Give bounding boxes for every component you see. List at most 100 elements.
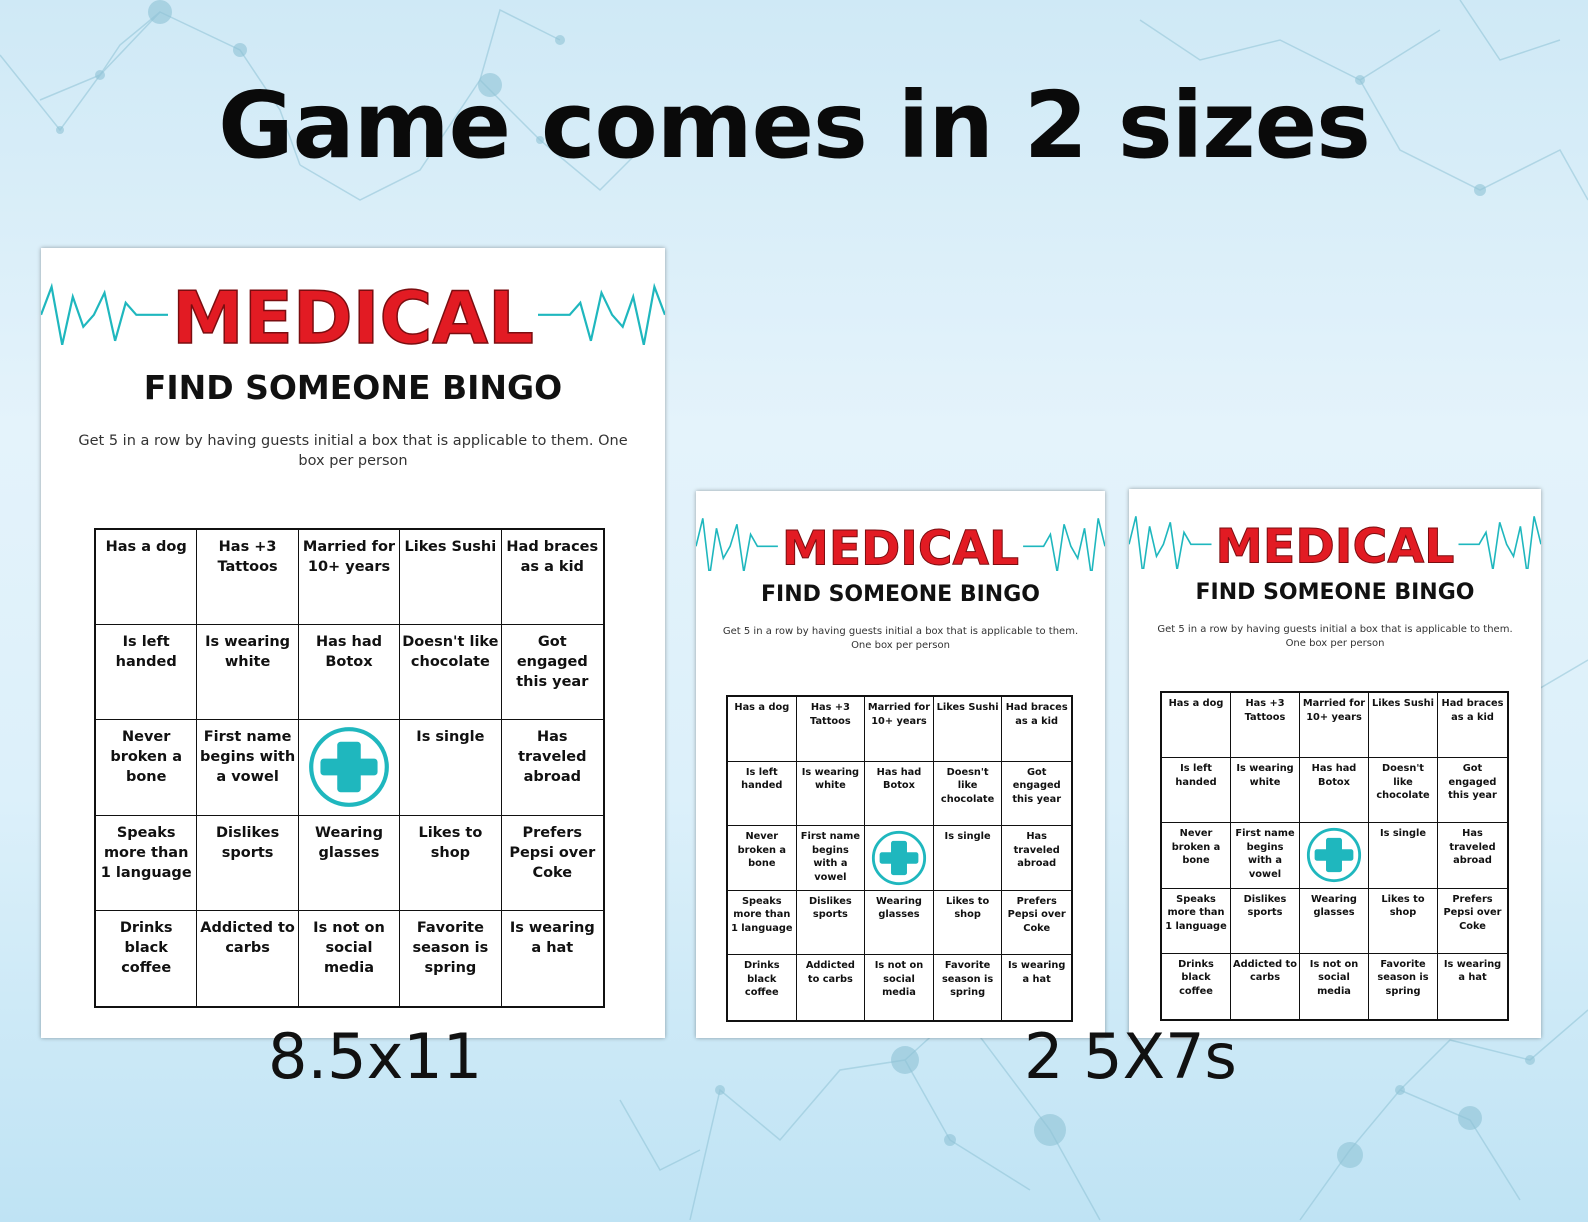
bingo-cell: Speaks more than 1 language	[728, 890, 797, 956]
bingo-cell: Has a dog	[728, 697, 797, 762]
bingo-cell: Dislikes sports	[197, 815, 299, 911]
size-label-small: 2 5X7s	[1024, 1020, 1237, 1093]
heartbeat-line-left	[696, 518, 778, 571]
bingo-cell: Likes to shop	[933, 890, 1003, 956]
bingo-cell: Married for 10+ years	[865, 697, 934, 762]
card-header: MEDICAL	[1129, 514, 1541, 569]
bingo-cell: Has had Botox	[298, 625, 401, 721]
card-instructions: Get 5 in a row by having guests initial …	[78, 433, 628, 469]
bingo-cell: Drinks black coffee	[96, 910, 198, 1006]
bingo-cell: Has had Botox	[865, 761, 934, 827]
headline: Game comes in 2 sizes	[218, 72, 1371, 179]
bingo-cell: Is wearing white	[796, 761, 866, 827]
bingo-cell: Is wearing a hat	[509, 919, 595, 956]
bingo-cell: Addicted to carbs	[1231, 953, 1300, 1019]
bingo-cell: Has traveled abroad	[501, 720, 603, 816]
bingo-cell: Married for 10+ years	[1300, 693, 1369, 759]
bingo-cell: Is not on social media	[1300, 953, 1369, 1019]
bingo-cell: Likes Sushi	[933, 697, 1003, 762]
bingo-cell: Wearing glasses	[298, 815, 401, 911]
bingo-cell: Drinks black coffee	[1162, 953, 1231, 1019]
medical-cross-icon	[309, 727, 389, 808]
card-subtitle: FIND SOMEONE BINGO	[1195, 580, 1475, 605]
medical-cross-icon	[1306, 828, 1362, 883]
card-header: MEDICAL	[41, 268, 665, 353]
heartbeat-line-left	[1129, 516, 1212, 569]
card-title: MEDICAL	[1216, 519, 1455, 569]
bingo-cell: Married for 10+ years	[298, 530, 401, 626]
bingo-cell: Likes Sushi	[400, 530, 502, 626]
bingo-cell: Has +3 Tattoos	[1231, 693, 1300, 759]
bingo-cell: First name begins with a vowel	[197, 720, 299, 816]
bingo-cell: Wearing glasses	[865, 890, 934, 956]
bingo-cell: Dislikes sports	[796, 890, 866, 956]
size-label-large: 8.5x11	[268, 1020, 483, 1093]
bingo-cell: First name begins with a vowel	[796, 826, 866, 891]
bingo-cell: Is left handed	[1162, 758, 1231, 824]
bingo-cell: Is wearing a hat	[1443, 958, 1502, 984]
bingo-cell: Had braces as a kid	[501, 530, 603, 626]
bingo-cell: Never broken a bone	[1162, 823, 1231, 889]
bingo-card-small-1: MEDICAL FIND SOMEONE BINGO Get 5 in a row …	[696, 491, 1105, 1038]
bingo-cell: Is wearing white	[1231, 758, 1300, 824]
bingo-cell: Has +3 Tattoos	[796, 697, 866, 762]
card-subtitle: FIND SOMEONE BINGO	[143, 368, 563, 407]
bingo-cell: Has traveled abroad	[1438, 823, 1507, 889]
bingo-cell: Doesn't like chocolate	[933, 761, 1003, 827]
bingo-grid: Has a dog Has +3 Tattoos Married for 10+ y…	[94, 528, 605, 1008]
bingo-cell: Is left handed	[96, 625, 198, 721]
heartbeat-line-right	[1023, 518, 1105, 571]
card-subtitle: FIND SOMEONE BINGO	[761, 582, 1040, 607]
bingo-grid: Has a dog Has +3 Tattoos Married for 10+ y…	[1160, 691, 1509, 1021]
bingo-cell: Favorite season is spring	[934, 955, 1003, 1020]
bingo-grid: Has a dog Has +3 Tattoos Married for 10+ y…	[726, 695, 1073, 1022]
heartbeat-line-right	[1458, 516, 1541, 569]
bingo-cell: Has +3 Tattoos	[197, 530, 299, 626]
bingo-cell: Doesn't like chocolate	[1369, 758, 1438, 824]
bingo-cell: Has a dog	[1162, 693, 1231, 759]
card-instructions: Get 5 in a row by having guests initial …	[722, 626, 1079, 651]
bingo-cell: Is not on social media	[865, 955, 934, 1020]
bingo-cell: Is single	[1369, 823, 1438, 889]
bingo-card-small-2: MEDICAL FIND SOMEONE BINGO Get 5 in a row …	[1129, 489, 1541, 1038]
bingo-cell: Got engaged this year	[501, 625, 603, 721]
bingo-cell: Never broken a bone	[96, 720, 198, 816]
bingo-cell: Got engaged this year	[1438, 758, 1507, 824]
card-header: MEDICAL	[696, 516, 1105, 571]
medical-cross-icon	[871, 830, 927, 886]
bingo-cell: Had braces as a kid	[1002, 697, 1071, 762]
bingo-cell: First name begins with a vowel	[1231, 823, 1300, 889]
card-instructions: Get 5 in a row by having guests initial …	[1157, 624, 1513, 649]
bingo-card-large: MEDICAL FIND SOMEONE BINGO Get 5 in a row …	[41, 248, 665, 1038]
bingo-free-space	[1300, 823, 1369, 889]
bingo-cell: Never broken a bone	[728, 826, 797, 891]
bingo-cell: Favorite season is spring	[1369, 953, 1438, 1019]
bingo-cell: Speaks more than 1 language	[96, 815, 198, 911]
bingo-cell: Prefers Pepsi over Coke	[501, 816, 603, 911]
heartbeat-line-left	[41, 282, 168, 346]
bingo-cell: Addicted to carbs	[197, 910, 299, 1006]
bingo-free-space	[298, 720, 401, 816]
bingo-cell: Likes to shop	[1369, 888, 1438, 954]
bingo-cell: Speaks more than 1 language	[1162, 888, 1231, 954]
heartbeat-line-right	[538, 282, 665, 346]
bingo-free-space	[865, 826, 934, 891]
bingo-cell: Dislikes sports	[1231, 888, 1300, 954]
bingo-cell: Addicted to carbs	[797, 955, 866, 1020]
bingo-cell: Likes Sushi	[1369, 693, 1438, 759]
bingo-cell: Has traveled abroad	[1002, 826, 1071, 891]
card-title: MEDICAL	[172, 276, 534, 353]
bingo-cell: Is not on social media	[299, 910, 401, 1006]
bingo-cell: Is wearing white	[197, 625, 299, 721]
bingo-cell: Is left handed	[728, 761, 797, 827]
bingo-cell: Is single	[400, 720, 502, 816]
bingo-cell: Has had Botox	[1300, 758, 1369, 824]
bingo-cell: Favorite season is spring	[400, 910, 502, 1006]
bingo-cell: Is wearing a hat	[1008, 960, 1066, 985]
bingo-cell: Prefers Pepsi over Coke	[1438, 889, 1507, 954]
card-title: MEDICAL	[782, 521, 1019, 571]
bingo-cell: Prefers Pepsi over Coke	[1002, 891, 1071, 956]
bingo-cell: Wearing glasses	[1300, 888, 1369, 954]
bingo-cell: Has a dog	[96, 530, 198, 626]
bingo-cell: Likes to shop	[400, 815, 502, 911]
